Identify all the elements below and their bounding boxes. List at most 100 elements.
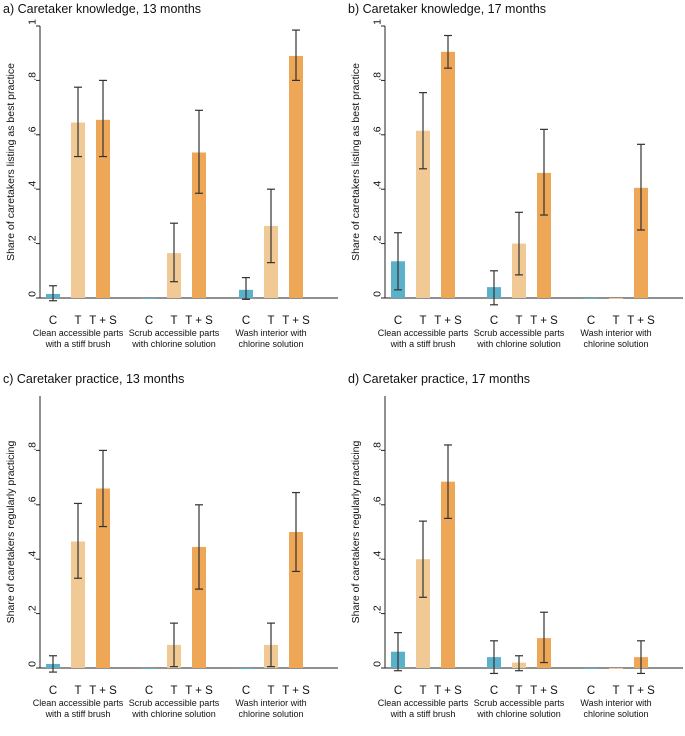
bar-ts-group3 [634, 187, 648, 298]
group-label-line1: Wash interior with [580, 328, 651, 338]
bar-ts-group1 [96, 119, 110, 298]
x-tick-label-t: T [515, 315, 522, 327]
y-tick-label: .4 [27, 181, 39, 190]
x-tick-label-c: C [490, 315, 498, 327]
chart-b: b) Caretaker knowledge, 17 months Share o… [348, 2, 683, 349]
chart-title: d) Caretaker practice, 17 months [348, 372, 530, 386]
x-tick-label-c: C [49, 315, 57, 327]
bar-ts-group1 [441, 481, 455, 668]
group-label-line1: Wash interior with [235, 698, 306, 708]
y-tick-label: .6 [372, 496, 384, 505]
group-label-line1: Clean accessible parts [378, 328, 469, 338]
group-label-line1: Scrub accessible parts [474, 328, 565, 338]
panel-b: b) Caretaker knowledge, 17 months Share o… [345, 0, 685, 366]
y-tick-label: .2 [372, 235, 384, 244]
y-tick-label: .2 [27, 605, 39, 614]
group-label-line1: Clean accessible parts [33, 328, 124, 338]
x-tick-label-ts: T + S [282, 685, 310, 697]
x-tick-label-t: T [170, 315, 177, 327]
x-tick-label-c: C [49, 685, 57, 697]
x-tick-label-ts: T + S [627, 315, 655, 327]
x-tick-label-c: C [394, 685, 402, 697]
y-tick-label: 0 [27, 661, 39, 667]
group-label-line2: with chlorine solution [131, 709, 216, 719]
bar-t-group1 [71, 541, 85, 668]
x-tick-label-t: T [74, 685, 81, 697]
chart-a: a) Caretaker knowledge, 13 months Share o… [3, 2, 338, 349]
chart-title: c) Caretaker practice, 13 months [3, 372, 184, 386]
bar-t-group3 [609, 298, 623, 299]
group-label-line2: chlorine solution [238, 709, 303, 719]
panel-d: d) Caretaker practice, 17 months Share of… [345, 370, 685, 736]
x-tick-label-c: C [242, 315, 250, 327]
bar-ts-group3 [289, 55, 303, 298]
x-tick-label-ts: T + S [282, 315, 310, 327]
y-axis-label: Share of caretakers listing as best prac… [350, 63, 362, 261]
panel-c: c) Caretaker practice, 13 months Share of… [0, 370, 340, 736]
group-label-line1: Scrub accessible parts [129, 328, 220, 338]
chart-c: c) Caretaker practice, 13 months Share of… [3, 372, 338, 719]
x-tick-label-c: C [145, 685, 153, 697]
y-tick-label: 0 [27, 291, 39, 297]
y-tick-label: .2 [372, 605, 384, 614]
x-tick-label-t: T [419, 315, 426, 327]
chart-title: b) Caretaker knowledge, 17 months [348, 2, 546, 16]
x-tick-label-ts: T + S [185, 315, 213, 327]
group-label-line1: Wash interior with [235, 328, 306, 338]
group-label-line2: with a stiff brush [390, 709, 456, 719]
group-label-line2: chlorine solution [238, 339, 303, 349]
bar-c-group2 [142, 298, 156, 299]
group-label-line1: Scrub accessible parts [129, 698, 220, 708]
x-tick-label-t: T [419, 685, 426, 697]
bar-ts-group1 [96, 488, 110, 668]
x-tick-label-ts: T + S [434, 315, 462, 327]
y-axis-label: Share of caretakers regularly practicing [350, 441, 362, 624]
bar-ts-group2 [537, 172, 551, 298]
group-label-line1: Clean accessible parts [33, 698, 124, 708]
y-tick-label: 1 [372, 19, 384, 25]
x-tick-label-t: T [612, 315, 619, 327]
y-tick-label: .4 [27, 551, 39, 560]
bar-c-group3 [584, 668, 598, 669]
y-tick-label: .8 [372, 72, 384, 81]
x-tick-label-c: C [394, 315, 402, 327]
y-tick-label: 1 [27, 19, 39, 25]
group-label-line2: with a stiff brush [390, 339, 456, 349]
x-tick-label-t: T [74, 315, 81, 327]
group-label-line2: chlorine solution [583, 339, 648, 349]
panel-a: a) Caretaker knowledge, 13 months Share o… [0, 0, 340, 366]
x-tick-label-ts: T + S [89, 315, 117, 327]
bar-c-group2 [142, 668, 156, 669]
y-tick-label: .4 [372, 181, 384, 190]
y-tick-label: .4 [372, 551, 384, 560]
bar-ts-group3 [289, 532, 303, 668]
group-label-line2: with chlorine solution [131, 339, 216, 349]
chart-title: a) Caretaker knowledge, 13 months [3, 2, 201, 16]
y-tick-label: .8 [27, 442, 39, 451]
group-label-line1: Wash interior with [580, 698, 651, 708]
x-tick-label-t: T [267, 315, 274, 327]
x-tick-label-ts: T + S [627, 685, 655, 697]
y-tick-label: .8 [372, 442, 384, 451]
group-label-line2: with chlorine solution [476, 339, 561, 349]
x-tick-label-t: T [267, 685, 274, 697]
y-tick-label: .2 [27, 235, 39, 244]
y-tick-label: .6 [27, 126, 39, 135]
group-label-line1: Scrub accessible parts [474, 698, 565, 708]
y-tick-label: 0 [372, 661, 384, 667]
y-axis-label: Share of caretakers listing as best prac… [5, 63, 17, 261]
group-label-line2: with a stiff brush [45, 709, 111, 719]
y-axis-label: Share of caretakers regularly practicing [5, 441, 17, 624]
x-tick-label-ts: T + S [89, 685, 117, 697]
bar-ts-group2 [192, 546, 206, 668]
y-tick-label: .8 [27, 72, 39, 81]
group-label-line2: with chlorine solution [476, 709, 561, 719]
y-tick-label: .6 [27, 496, 39, 505]
y-tick-label: .6 [372, 126, 384, 135]
x-tick-label-ts: T + S [530, 685, 558, 697]
bar-t-group1 [416, 559, 430, 668]
x-tick-label-c: C [587, 315, 595, 327]
x-tick-label-t: T [170, 685, 177, 697]
x-tick-label-c: C [587, 685, 595, 697]
x-tick-label-c: C [242, 685, 250, 697]
